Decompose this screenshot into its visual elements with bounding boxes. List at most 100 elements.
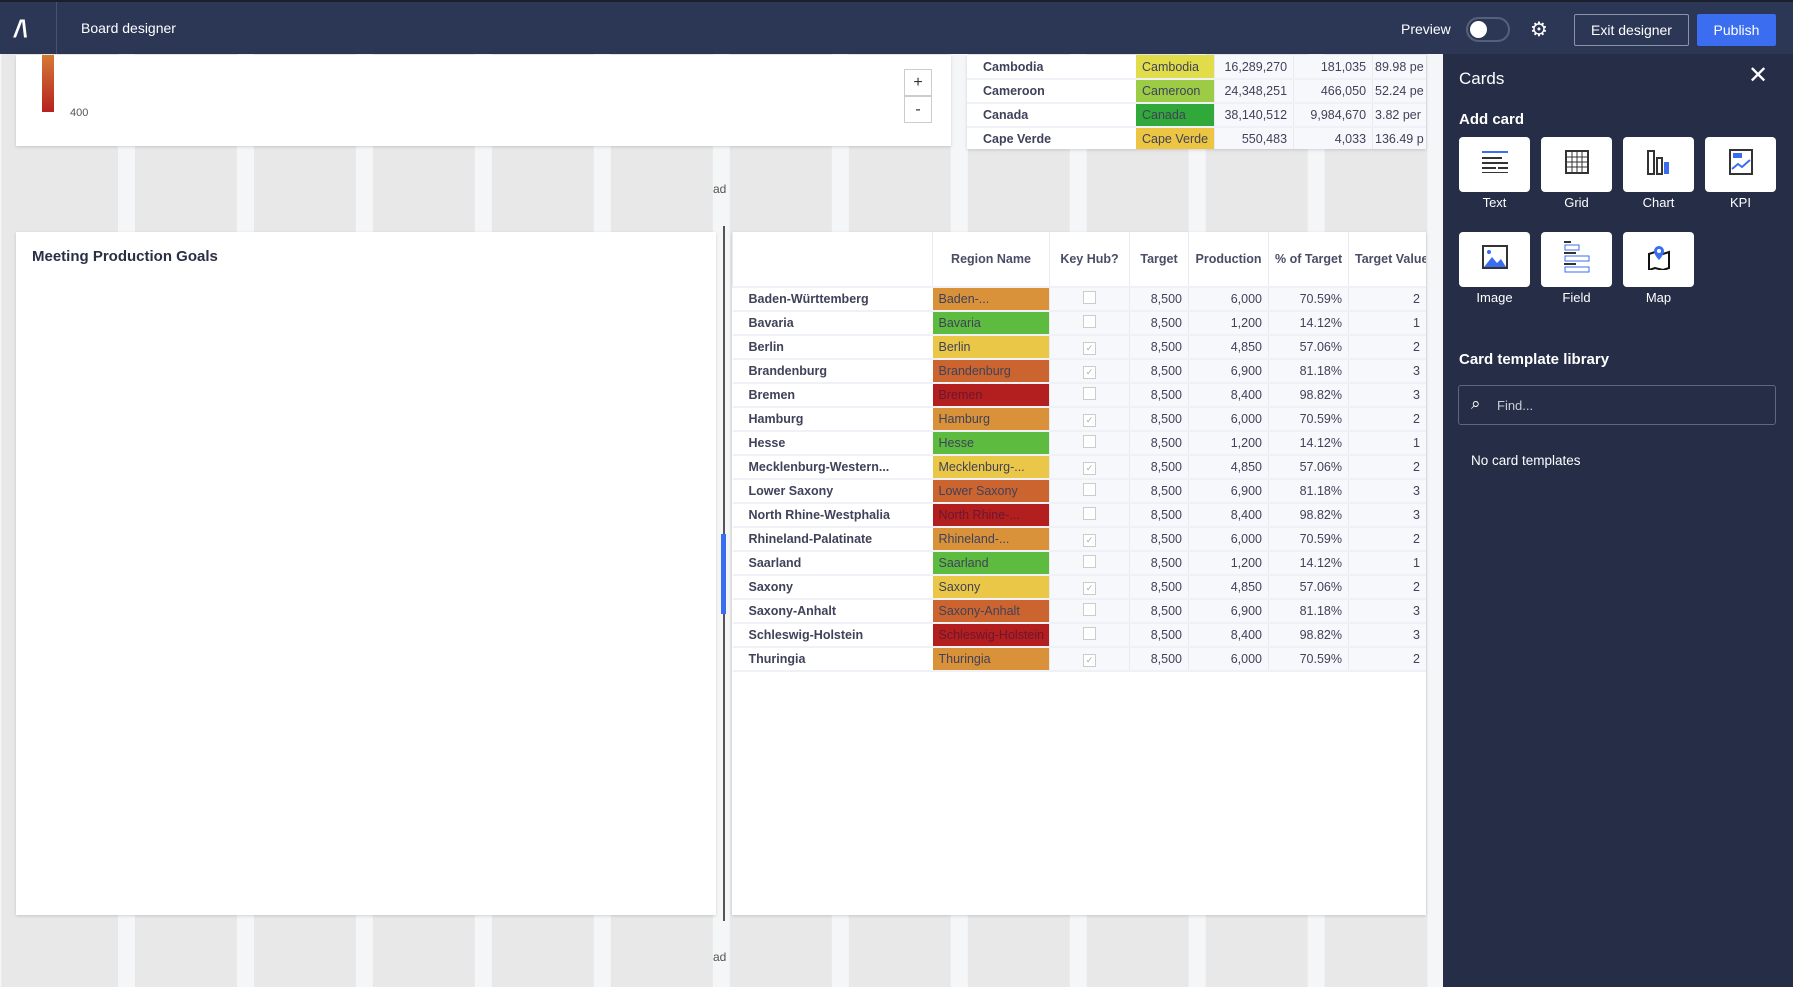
table-row[interactable]: Brandenburg Brandenburg ✓ 8,500 6,900 81.18% 3 (732, 359, 1426, 384)
region-label: Hesse (732, 431, 933, 456)
splitter-handle[interactable] (721, 534, 726, 614)
table-row[interactable]: North Rhine-Westphalia North Rhine-... 8,5… (732, 503, 1426, 528)
value-cell: 466,050 (1293, 79, 1373, 104)
column-header[interactable]: Target (1129, 232, 1189, 288)
tv-cell: 3 (1348, 479, 1426, 504)
add-card-kpi[interactable] (1705, 137, 1776, 192)
key-hub-cell: ✓ (1049, 359, 1130, 384)
prod-cell: 1,200 (1188, 551, 1269, 576)
zoom-in-button[interactable]: + (904, 69, 932, 96)
add-card-map[interactable] (1623, 232, 1694, 287)
key-hub-checkbox[interactable]: ✓ (1083, 365, 1096, 379)
key-hub-checkbox[interactable] (1083, 507, 1096, 520)
pct-cell: 14.12% (1268, 431, 1349, 456)
add-card-text[interactable] (1459, 137, 1530, 192)
key-hub-checkbox[interactable]: ✓ (1083, 653, 1096, 667)
table-row[interactable]: Baden-Württemberg Baden-... 8,500 6,000 70.5… (732, 287, 1426, 312)
pct-cell: 70.59% (1268, 287, 1349, 312)
add-card-field[interactable] (1541, 232, 1612, 287)
key-hub-checkbox[interactable] (1083, 483, 1096, 496)
pct-cell: 98.82% (1268, 503, 1349, 528)
key-hub-checkbox[interactable] (1083, 603, 1096, 616)
column-header[interactable]: Target Value (1348, 232, 1426, 288)
column-header[interactable] (732, 232, 933, 288)
search-placeholder: Find... (1497, 398, 1534, 413)
page-title: Board designer (81, 20, 176, 36)
tv-cell: 3 (1348, 623, 1426, 648)
table-row[interactable]: Cameroon Cameroon 24,348,251 466,050 52.24 p… (967, 79, 1426, 104)
pct-cell: 57.06% (1268, 335, 1349, 360)
key-hub-checkbox[interactable] (1083, 291, 1096, 304)
exit-designer-button[interactable]: Exit designer (1574, 14, 1689, 46)
close-icon[interactable]: ✕ (1748, 62, 1769, 89)
column-header[interactable]: % of Target (1268, 232, 1349, 288)
table-row[interactable]: Cambodia Cambodia 16,289,270 181,035 89.98 p… (967, 55, 1426, 80)
publish-button[interactable]: Publish (1697, 14, 1776, 46)
add-card-image[interactable] (1459, 232, 1530, 287)
tv-cell: 1 (1348, 551, 1426, 576)
table-row[interactable]: Saarland Saarland 8,500 1,200 14.12% 1 (732, 551, 1426, 576)
prod-cell: 4,850 (1188, 455, 1269, 480)
add-card-chart[interactable] (1623, 137, 1694, 192)
map-legend-label: 400 (70, 107, 89, 119)
table-row[interactable]: Lower Saxony Lower Saxony 8,500 6,900 81.18%… (732, 479, 1426, 504)
table-row[interactable]: Thuringia Thuringia ✓ 8,500 6,000 70.59% 2 (732, 647, 1426, 672)
column-header[interactable]: Region Name (932, 232, 1050, 288)
region-name-cell: Saxony-Anhalt (932, 599, 1050, 624)
table-row[interactable]: Rhineland-Palatinate Rhineland-... ✓ 8,500 6… (732, 527, 1426, 552)
zoom-out-button[interactable]: - (904, 96, 932, 123)
key-hub-checkbox[interactable]: ✓ (1083, 533, 1096, 547)
key-hub-cell (1049, 311, 1130, 336)
goals-card[interactable] (16, 232, 716, 915)
add-card-grid[interactable] (1541, 137, 1612, 192)
key-hub-checkbox[interactable] (1083, 555, 1096, 568)
prod-cell: 8,400 (1188, 383, 1269, 408)
country-name: Cambodia (967, 55, 1136, 80)
table-row[interactable]: Berlin Berlin ✓ 8,500 4,850 57.06% 2 (732, 335, 1426, 360)
table-row[interactable]: Saxony Saxony ✓ 8,500 4,850 57.06% 2 (732, 575, 1426, 600)
key-hub-checkbox[interactable]: ✓ (1083, 413, 1096, 427)
key-hub-checkbox[interactable] (1083, 315, 1096, 328)
map-card[interactable] (16, 55, 951, 146)
pct-cell: 57.06% (1268, 575, 1349, 600)
region-label: Schleswig-Holstein (732, 623, 933, 648)
pct-cell: 70.59% (1268, 407, 1349, 432)
target-cell: 8,500 (1129, 575, 1189, 600)
table-row[interactable]: Canada Canada 38,140,512 9,984,670 3.82 per (967, 103, 1426, 128)
preview-toggle[interactable] (1466, 17, 1510, 42)
pct-cell: 81.18% (1268, 479, 1349, 504)
key-hub-checkbox[interactable]: ✓ (1083, 581, 1096, 595)
divider (56, 2, 57, 56)
key-hub-cell: ✓ (1049, 407, 1130, 432)
key-hub-checkbox[interactable] (1083, 627, 1096, 640)
region-cell: Cape Verde (1136, 127, 1215, 149)
table-row[interactable]: Bavaria Bavaria 8,500 1,200 14.12% 1 (732, 311, 1426, 336)
library-label: Card template library (1459, 351, 1610, 368)
table-row[interactable]: Mecklenburg-Western... Mecklenburg-... ✓ 8,… (732, 455, 1426, 480)
column-header[interactable]: Production (1188, 232, 1269, 288)
table-row[interactable]: Hamburg Hamburg ✓ 8,500 6,000 70.59% 2 (732, 407, 1426, 432)
key-hub-cell (1049, 287, 1130, 312)
table-row[interactable]: Bremen Bremen 8,500 8,400 98.82% 3 (732, 383, 1426, 408)
key-hub-checkbox[interactable]: ✓ (1083, 461, 1096, 475)
key-hub-checkbox[interactable] (1083, 387, 1096, 400)
value-cell: 136.49 p (1372, 127, 1426, 149)
app-logo[interactable]: /\ (14, 16, 28, 43)
chart-icon (1646, 149, 1671, 180)
template-search-input[interactable]: ⌕ Find... (1458, 385, 1776, 425)
key-hub-checkbox[interactable] (1083, 435, 1096, 448)
table-row[interactable]: Cape Verde Cape Verde 550,483 4,033 136.49 p (967, 127, 1426, 149)
target-cell: 8,500 (1129, 335, 1189, 360)
key-hub-checkbox[interactable]: ✓ (1083, 341, 1096, 355)
column-header[interactable]: Key Hub? (1049, 232, 1130, 288)
gear-icon[interactable]: ⚙ (1530, 19, 1548, 41)
region-label: Mecklenburg-Western... (732, 455, 933, 480)
table-row[interactable]: Hesse Hesse 8,500 1,200 14.12% 1 (732, 431, 1426, 456)
table-row[interactable]: Saxony-Anhalt Saxony-Anhalt 8,500 6,900 81.1… (732, 599, 1426, 624)
region-cell: Cameroon (1136, 79, 1215, 104)
region-name-cell: Berlin (932, 335, 1050, 360)
target-cell: 8,500 (1129, 551, 1189, 576)
target-cell: 8,500 (1129, 527, 1189, 552)
key-hub-cell (1049, 623, 1130, 648)
table-row[interactable]: Schleswig-Holstein Schleswig-Holstein 8,50… (732, 623, 1426, 648)
